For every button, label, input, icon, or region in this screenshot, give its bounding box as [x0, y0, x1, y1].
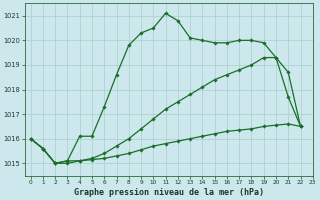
X-axis label: Graphe pression niveau de la mer (hPa): Graphe pression niveau de la mer (hPa) [74, 188, 264, 197]
